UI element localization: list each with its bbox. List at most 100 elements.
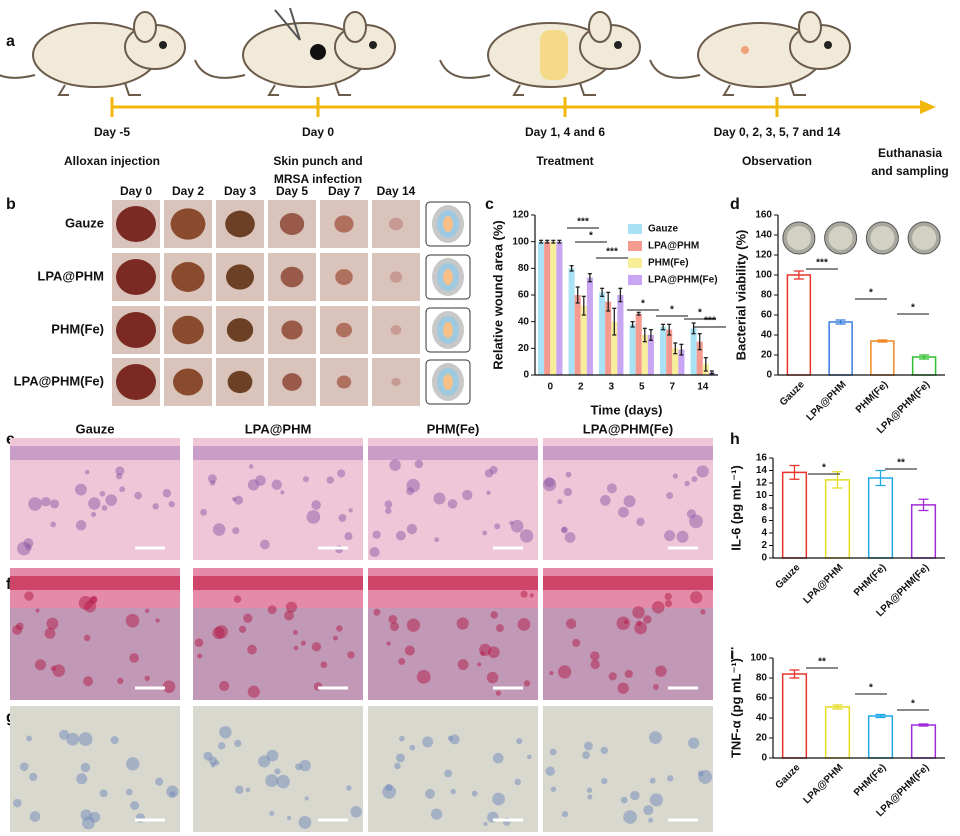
- tissue: [218, 742, 226, 750]
- tissue: [384, 500, 393, 509]
- petri-inner: [870, 226, 895, 250]
- tissue: [24, 591, 34, 601]
- significance: *: [670, 305, 674, 316]
- tissue: [247, 479, 260, 491]
- tissue: [269, 810, 275, 816]
- tissue: [477, 662, 482, 667]
- wound: [336, 322, 352, 338]
- tissue: [527, 754, 532, 760]
- wound: [310, 44, 326, 60]
- y-tick-label: 4: [761, 528, 767, 539]
- wound: [225, 210, 255, 238]
- tissue: [125, 788, 133, 796]
- tissue: [404, 645, 415, 656]
- tissue: [346, 785, 352, 791]
- tissue: [632, 606, 645, 619]
- petri-inner: [912, 226, 937, 250]
- tissue: [624, 669, 633, 678]
- tissue: [59, 729, 70, 740]
- tissue: [516, 738, 523, 745]
- tissue: [664, 530, 676, 542]
- tissue: [396, 530, 406, 541]
- event-label: Alloxan injection: [64, 154, 160, 168]
- tissue: [214, 625, 228, 639]
- bar: [824, 479, 851, 559]
- x-tick-label: LPA@PHM: [801, 762, 845, 806]
- wound: [226, 264, 254, 290]
- tissue: [267, 605, 277, 615]
- wound: [389, 217, 403, 231]
- tissue: [517, 617, 531, 631]
- tissue: [545, 766, 555, 776]
- bar: [544, 241, 551, 375]
- tissue: [235, 785, 244, 794]
- legend-label: Gauze: [648, 224, 678, 235]
- wound: [280, 266, 304, 288]
- event-label: Skin punch and: [273, 154, 362, 168]
- epidermis: [543, 714, 713, 728]
- y-axis-label: TNF-α (pg mL⁻¹): [728, 658, 743, 758]
- y-tick-label: 0: [761, 753, 767, 764]
- tissue: [50, 521, 56, 528]
- tissue: [311, 642, 322, 652]
- tissue: [304, 796, 309, 801]
- trace-inner: [443, 374, 453, 390]
- y-tick-label: 80: [518, 263, 530, 274]
- wound: [391, 377, 401, 387]
- bar: [599, 292, 606, 375]
- tissue: [243, 613, 253, 623]
- tissue: [617, 682, 629, 694]
- tissue: [76, 773, 88, 785]
- tissue: [35, 608, 40, 613]
- tissue: [456, 617, 469, 630]
- tissue: [13, 798, 22, 808]
- tissue: [129, 653, 139, 663]
- tissue: [582, 751, 590, 760]
- wound: [390, 325, 402, 335]
- tissue: [44, 627, 56, 639]
- epidermis: [368, 714, 538, 728]
- tissue: [495, 624, 504, 633]
- bar: [580, 305, 587, 375]
- tissue: [434, 537, 440, 543]
- tissue: [285, 601, 298, 613]
- tissue: [326, 476, 334, 484]
- tissue: [19, 762, 29, 772]
- tissue: [280, 490, 285, 495]
- wound: [171, 262, 205, 292]
- bar: [629, 324, 636, 375]
- petri-inner: [786, 226, 811, 250]
- tissue: [333, 635, 338, 641]
- legend-label: PHM(Fe): [648, 258, 689, 269]
- bar: [678, 349, 685, 375]
- collagen: [10, 608, 180, 700]
- tissue: [26, 735, 33, 742]
- tissue: [447, 735, 453, 741]
- bar: [786, 274, 812, 376]
- bar: [867, 715, 894, 759]
- wound: [282, 373, 302, 391]
- tissue: [620, 796, 628, 804]
- tissue: [212, 523, 226, 536]
- wound: [116, 312, 156, 348]
- significance: **: [818, 657, 826, 668]
- tissue: [616, 616, 631, 630]
- tissue: [550, 786, 557, 792]
- tissue: [274, 768, 281, 775]
- legend-swatch: [628, 224, 642, 234]
- tissue: [457, 659, 469, 671]
- x-tick-label: Gauze: [773, 562, 802, 591]
- tissue: [347, 651, 355, 659]
- tissue: [653, 684, 659, 690]
- tissue: [80, 762, 91, 773]
- epidermis: [10, 576, 180, 590]
- tissue: [509, 520, 514, 525]
- tissue: [50, 499, 60, 509]
- y-tick-label: 160: [755, 210, 772, 221]
- tissue: [84, 469, 90, 475]
- tissue: [600, 495, 611, 506]
- y-tick-label: 100: [512, 236, 529, 247]
- x-axis-label: Time (days): [590, 402, 662, 417]
- tissue: [300, 640, 306, 646]
- tissue: [293, 645, 299, 651]
